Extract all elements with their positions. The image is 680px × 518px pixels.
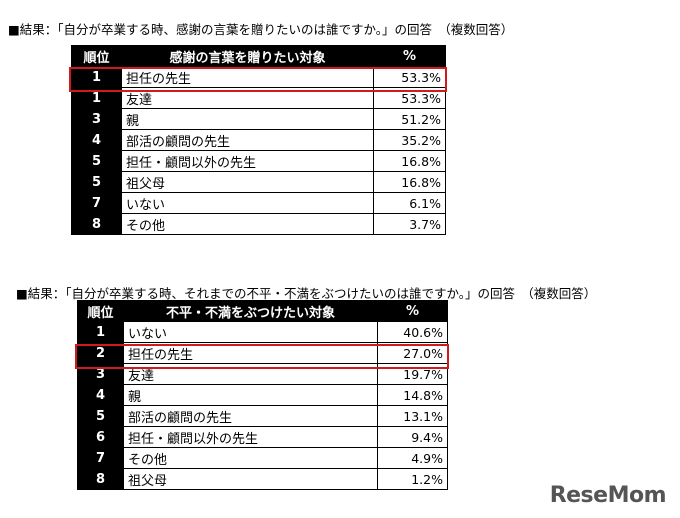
table-row: 3 友達 19.7% xyxy=(77,363,448,385)
target-cell: 部活の顧問の先生 xyxy=(121,129,374,151)
target-cell: 友達 xyxy=(121,87,374,109)
table1-header-target: 感謝の言葉を贈りたい対象 xyxy=(121,45,374,67)
target-cell: いない xyxy=(123,321,378,343)
target-cell: その他 xyxy=(121,213,374,235)
rank-cell: 2 xyxy=(77,342,124,364)
table-row: 1 いない 40.6% xyxy=(77,321,448,343)
percent-cell: 6.1% xyxy=(373,192,446,214)
table2: 順位 不平・不満をぶつけたい対象 % 1 いない 40.6% 2 担任の先生 27.0%… xyxy=(77,300,448,490)
rank-cell: 8 xyxy=(77,468,124,490)
table-row: 5 祖父母 16.8% xyxy=(71,171,446,193)
table1-header-row: 順位 感謝の言葉を贈りたい対象 % xyxy=(71,45,446,67)
rank-cell: 6 xyxy=(77,426,124,448)
percent-cell: 16.8% xyxy=(373,171,446,193)
target-cell: 部活の顧問の先生 xyxy=(123,405,378,427)
table-row: 1 友達 53.3% xyxy=(71,87,446,109)
target-cell: 担任の先生 xyxy=(123,342,378,364)
resemom-logo: ReseMom xyxy=(549,483,667,508)
percent-cell: 16.8% xyxy=(373,150,446,172)
table1: 順位 感謝の言葉を贈りたい対象 % 1 担任の先生 53.3% 1 友達 53.3% 3… xyxy=(71,45,446,235)
rank-cell: 8 xyxy=(71,213,122,235)
target-cell: 親 xyxy=(123,384,378,406)
percent-cell: 1.2% xyxy=(377,468,448,490)
rank-cell: 3 xyxy=(71,108,122,130)
table-row: 4 親 14.8% xyxy=(77,384,448,406)
percent-cell: 53.3% xyxy=(373,87,446,109)
rank-cell: 4 xyxy=(71,129,122,151)
table2-header-target: 不平・不満をぶつけたい対象 xyxy=(123,300,378,322)
percent-cell: 14.8% xyxy=(377,384,448,406)
rank-cell: 1 xyxy=(71,66,122,88)
target-cell: 祖父母 xyxy=(121,171,374,193)
table-row: 7 その他 4.9% xyxy=(77,447,448,469)
target-cell: いない xyxy=(121,192,374,214)
table-row: 2 担任の先生 27.0% xyxy=(77,342,448,364)
table1-header-pct: % xyxy=(373,45,446,67)
percent-cell: 13.1% xyxy=(377,405,448,427)
table2-header-row: 順位 不平・不満をぶつけたい対象 % xyxy=(77,300,448,322)
table-row: 7 いない 6.1% xyxy=(71,192,446,214)
target-cell: 担任の先生 xyxy=(121,66,374,88)
table-row: 3 親 51.2% xyxy=(71,108,446,130)
table1-header-rank: 順位 xyxy=(71,45,122,67)
percent-cell: 19.7% xyxy=(377,363,448,385)
percent-cell: 3.7% xyxy=(373,213,446,235)
percent-cell: 4.9% xyxy=(377,447,448,469)
target-cell: 親 xyxy=(121,108,374,130)
table-row: 4 部活の顧問の先生 35.2% xyxy=(71,129,446,151)
percent-cell: 27.0% xyxy=(377,342,448,364)
table2-caption: ■結果：「自分が卒業する時、それまでの不平・不満をぶつけたいのは誰ですか。」の回… xyxy=(16,286,597,301)
table-row: 6 担任・顧問以外の先生 9.4% xyxy=(77,426,448,448)
rank-cell: 7 xyxy=(77,447,124,469)
rank-cell: 1 xyxy=(77,321,124,343)
table-row: 8 祖父母 1.2% xyxy=(77,468,448,490)
table-row: 1 担任の先生 53.3% xyxy=(71,66,446,88)
rank-cell: 5 xyxy=(71,171,122,193)
percent-cell: 53.3% xyxy=(373,66,446,88)
target-cell: 友達 xyxy=(123,363,378,385)
rank-cell: 4 xyxy=(77,384,124,406)
rank-cell: 5 xyxy=(77,405,124,427)
percent-cell: 9.4% xyxy=(377,426,448,448)
target-cell: 担任・顧問以外の先生 xyxy=(123,426,378,448)
table2-header-pct: % xyxy=(377,300,448,322)
table-row: 5 担任・顧問以外の先生 16.8% xyxy=(71,150,446,172)
percent-cell: 51.2% xyxy=(373,108,446,130)
target-cell: その他 xyxy=(123,447,378,469)
table-row: 5 部活の顧問の先生 13.1% xyxy=(77,405,448,427)
rank-cell: 1 xyxy=(71,87,122,109)
target-cell: 担任・顧問以外の先生 xyxy=(121,150,374,172)
rank-cell: 3 xyxy=(77,363,124,385)
percent-cell: 35.2% xyxy=(373,129,446,151)
table-row: 8 その他 3.7% xyxy=(71,213,446,235)
table2-header-rank: 順位 xyxy=(77,300,124,322)
percent-cell: 40.6% xyxy=(377,321,448,343)
rank-cell: 5 xyxy=(71,150,122,172)
table1-caption: ■結果：「自分が卒業する時、感謝の言葉を贈りたいのは誰ですか。」の回答 （複数回… xyxy=(8,22,514,37)
rank-cell: 7 xyxy=(71,192,122,214)
target-cell: 祖父母 xyxy=(123,468,378,490)
